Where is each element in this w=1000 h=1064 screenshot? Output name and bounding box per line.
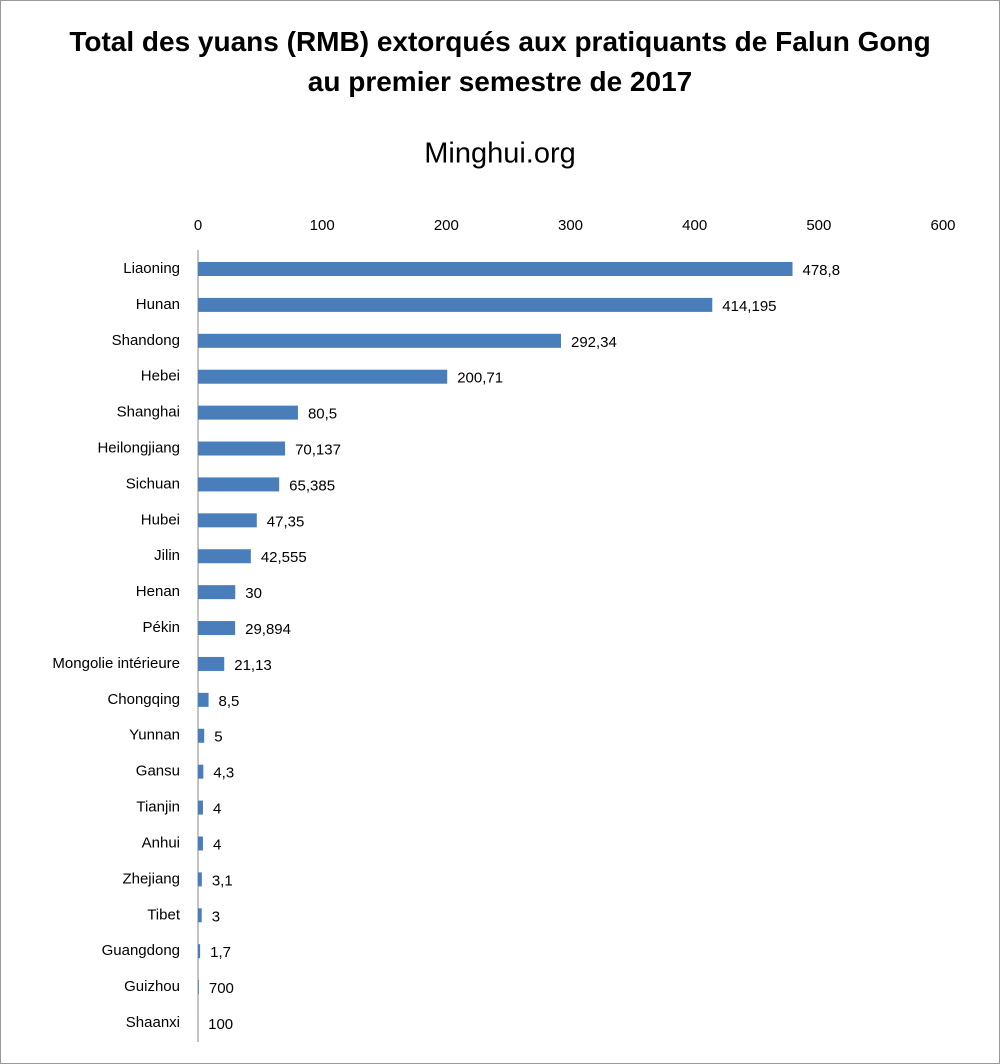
y-tick-label: Hebei [141, 368, 180, 385]
value-label: 414,195 [722, 298, 776, 315]
bar [198, 908, 202, 923]
value-label: 30 [245, 585, 262, 602]
y-tick-label: Zhejiang [122, 870, 180, 887]
y-tick-label: Sichuan [126, 475, 180, 492]
y-tick-label: Chongqing [107, 691, 180, 708]
chart-title: Total des yuans (RMB) extorqués aux prat… [69, 26, 931, 97]
value-label: 65,385 [289, 477, 335, 494]
y-tick-label: Heilongjiang [97, 439, 180, 456]
bar [198, 800, 203, 815]
y-tick-label: Hubei [141, 511, 180, 528]
y-tick-label: Guizhou [124, 978, 180, 995]
y-tick-label: Shanghai [117, 404, 180, 421]
value-label: 21,13 [234, 657, 272, 674]
x-tick-label: 400 [682, 217, 707, 234]
bar [198, 262, 793, 276]
bar [198, 764, 204, 779]
value-label: 3,1 [212, 872, 233, 889]
y-tick-label: Tibet [147, 906, 181, 923]
value-label: 5 [214, 729, 222, 746]
value-label: 292,34 [571, 334, 617, 351]
value-label: 3 [212, 908, 220, 925]
x-tick-label: 100 [310, 217, 335, 234]
y-tick-label: Guangdong [102, 942, 180, 959]
value-label: 478,8 [803, 262, 841, 279]
bar [198, 621, 236, 636]
bar [198, 836, 203, 851]
bar [198, 441, 286, 456]
bar [198, 513, 257, 528]
value-label: 80,5 [308, 406, 337, 423]
x-tick-label: 600 [930, 217, 955, 234]
bar [198, 585, 236, 600]
value-label: 4,3 [213, 765, 234, 782]
bar [198, 333, 561, 348]
y-tick-label: Tianjin [136, 799, 180, 816]
y-tick-label: Hunan [136, 296, 180, 313]
y-tick-label: Liaoning [123, 260, 180, 277]
value-label: 29,894 [245, 621, 291, 638]
value-label: 42,555 [261, 549, 307, 566]
value-label: 700 [209, 980, 234, 997]
value-label: 100 [208, 1016, 233, 1033]
bar [198, 405, 298, 420]
x-tick-label: 300 [558, 217, 583, 234]
x-tick-label: 0 [194, 217, 202, 234]
y-tick-label: Shaanxi [126, 1014, 180, 1031]
y-tick-label: Gansu [136, 763, 180, 780]
value-label: 200,71 [457, 370, 503, 387]
bar [198, 872, 202, 887]
bar [198, 369, 448, 384]
value-label: 8,5 [219, 693, 240, 710]
value-label: 47,35 [267, 513, 305, 530]
chart-subtitle: Minghui.org [424, 138, 576, 170]
y-tick-label: Henan [136, 583, 180, 600]
bar [198, 656, 225, 671]
y-tick-label: Mongolie intérieure [52, 655, 180, 672]
value-label: 4 [213, 801, 221, 818]
bar [198, 728, 205, 743]
y-tick-label: Anhui [142, 834, 180, 851]
bar [198, 980, 199, 995]
y-tick-label: Shandong [112, 332, 180, 349]
bar [198, 549, 251, 564]
bar [198, 692, 209, 707]
x-tick-label: 200 [434, 217, 459, 234]
bar [198, 944, 201, 959]
value-label: 4 [213, 836, 221, 853]
y-tick-label: Pékin [142, 619, 180, 636]
x-tick-label: 500 [806, 217, 831, 234]
value-label: 70,137 [295, 441, 341, 458]
y-tick-label: Yunnan [129, 727, 180, 744]
bar [198, 297, 713, 312]
bar [198, 477, 280, 492]
y-tick-label: Jilin [154, 547, 180, 564]
value-label: 1,7 [210, 944, 231, 961]
